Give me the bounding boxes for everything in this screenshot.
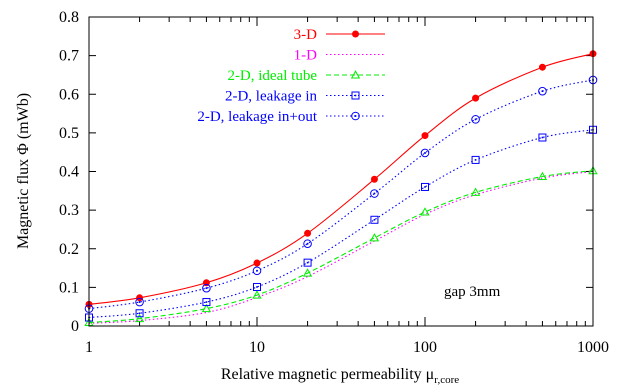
data-point [135, 297, 144, 307]
data-point [370, 189, 379, 198]
data-point [370, 175, 378, 183]
legend-label: 2-D, leakage in [225, 89, 318, 105]
data-point [421, 182, 429, 191]
data-point [537, 171, 548, 181]
data-point [420, 148, 430, 158]
data-point [538, 63, 546, 71]
x-axis-label: Relative magnetic permeability μr,core [221, 366, 459, 385]
data-point [369, 233, 380, 242]
data-point [538, 86, 547, 96]
series-line [88, 79, 594, 310]
y-tick-label: 0 [71, 318, 79, 335]
data-point [201, 303, 212, 313]
data-point [351, 111, 360, 121]
data-point [350, 70, 361, 79]
y-tick-label: 0.8 [59, 9, 79, 26]
data-point [304, 229, 312, 237]
y-axis-label: Magnetic flux Φ (mWb) [15, 93, 32, 249]
legend-item: 3-D [294, 27, 385, 43]
data-point [370, 215, 379, 224]
series-line [88, 170, 594, 324]
series-3 [85, 125, 597, 322]
legend-label: 1-D [294, 48, 317, 64]
y-tick-label: 0.1 [59, 279, 79, 296]
data-point [202, 283, 211, 293]
data-point [135, 309, 144, 318]
data-point [252, 290, 262, 299]
data-point [253, 259, 261, 267]
x-axis-label-subscript: r,core [434, 374, 459, 385]
legend-label: 2-D, ideal tube [227, 68, 317, 84]
series-line [88, 129, 594, 319]
x-tick-label: 100 [413, 339, 437, 356]
y-tick-label: 0.2 [59, 241, 79, 258]
data-point [302, 268, 313, 277]
legend-label: 3-D [294, 27, 317, 43]
legend-item: 2-D, leakage in+out [197, 109, 385, 125]
legend-item: 2-D, ideal tube [227, 68, 385, 84]
data-point [134, 313, 145, 323]
series-layer [84, 50, 598, 327]
tick-marks [88, 16, 594, 327]
y-tick-label: 0.5 [59, 125, 79, 142]
series-2 [84, 165, 598, 327]
data-point [303, 239, 312, 249]
series-line [88, 170, 594, 324]
y-tick-labels: 0 0.1 0.2 0.3 0.4 0.5 0.6 0.7 0.8 [59, 9, 79, 335]
y-tick-label: 0.6 [59, 86, 79, 103]
data-point [352, 30, 359, 38]
data-point [538, 133, 547, 142]
y-tick-label: 0.3 [59, 202, 79, 219]
data-point [252, 266, 262, 276]
legend-item: 2-D, leakage in [225, 89, 385, 105]
series-1 [88, 170, 594, 324]
x-tick-labels: 1 10 100 1000 [85, 339, 609, 356]
series-line [88, 53, 594, 305]
legend: 3-D 1-D 2-D, ideal tube 2-D, leakage in 2-D,… [197, 27, 385, 125]
data-point [471, 115, 480, 124]
data-point [303, 258, 312, 267]
data-point [420, 207, 430, 216]
y-tick-label: 0.4 [59, 164, 79, 181]
plot-frame [88, 16, 594, 327]
data-point [470, 187, 481, 196]
gap-annotation: gap 3mm [444, 284, 501, 300]
legend-item: 1-D [294, 48, 385, 64]
legend-label: 2-D, leakage in+out [197, 109, 318, 125]
series-4 [84, 75, 598, 313]
data-point [472, 94, 480, 102]
data-point [471, 155, 480, 164]
x-axis-label-main: Relative magnetic permeability μ [221, 366, 434, 383]
data-point [421, 132, 429, 140]
x-tick-label: 10 [249, 339, 265, 356]
series-0 [85, 50, 597, 308]
data-point [253, 282, 261, 291]
x-tick-label: 1 [85, 339, 93, 356]
data-point [202, 298, 211, 307]
data-point [351, 91, 360, 100]
x-tick-label: 1000 [577, 339, 609, 356]
y-tick-label: 0.7 [59, 48, 79, 65]
